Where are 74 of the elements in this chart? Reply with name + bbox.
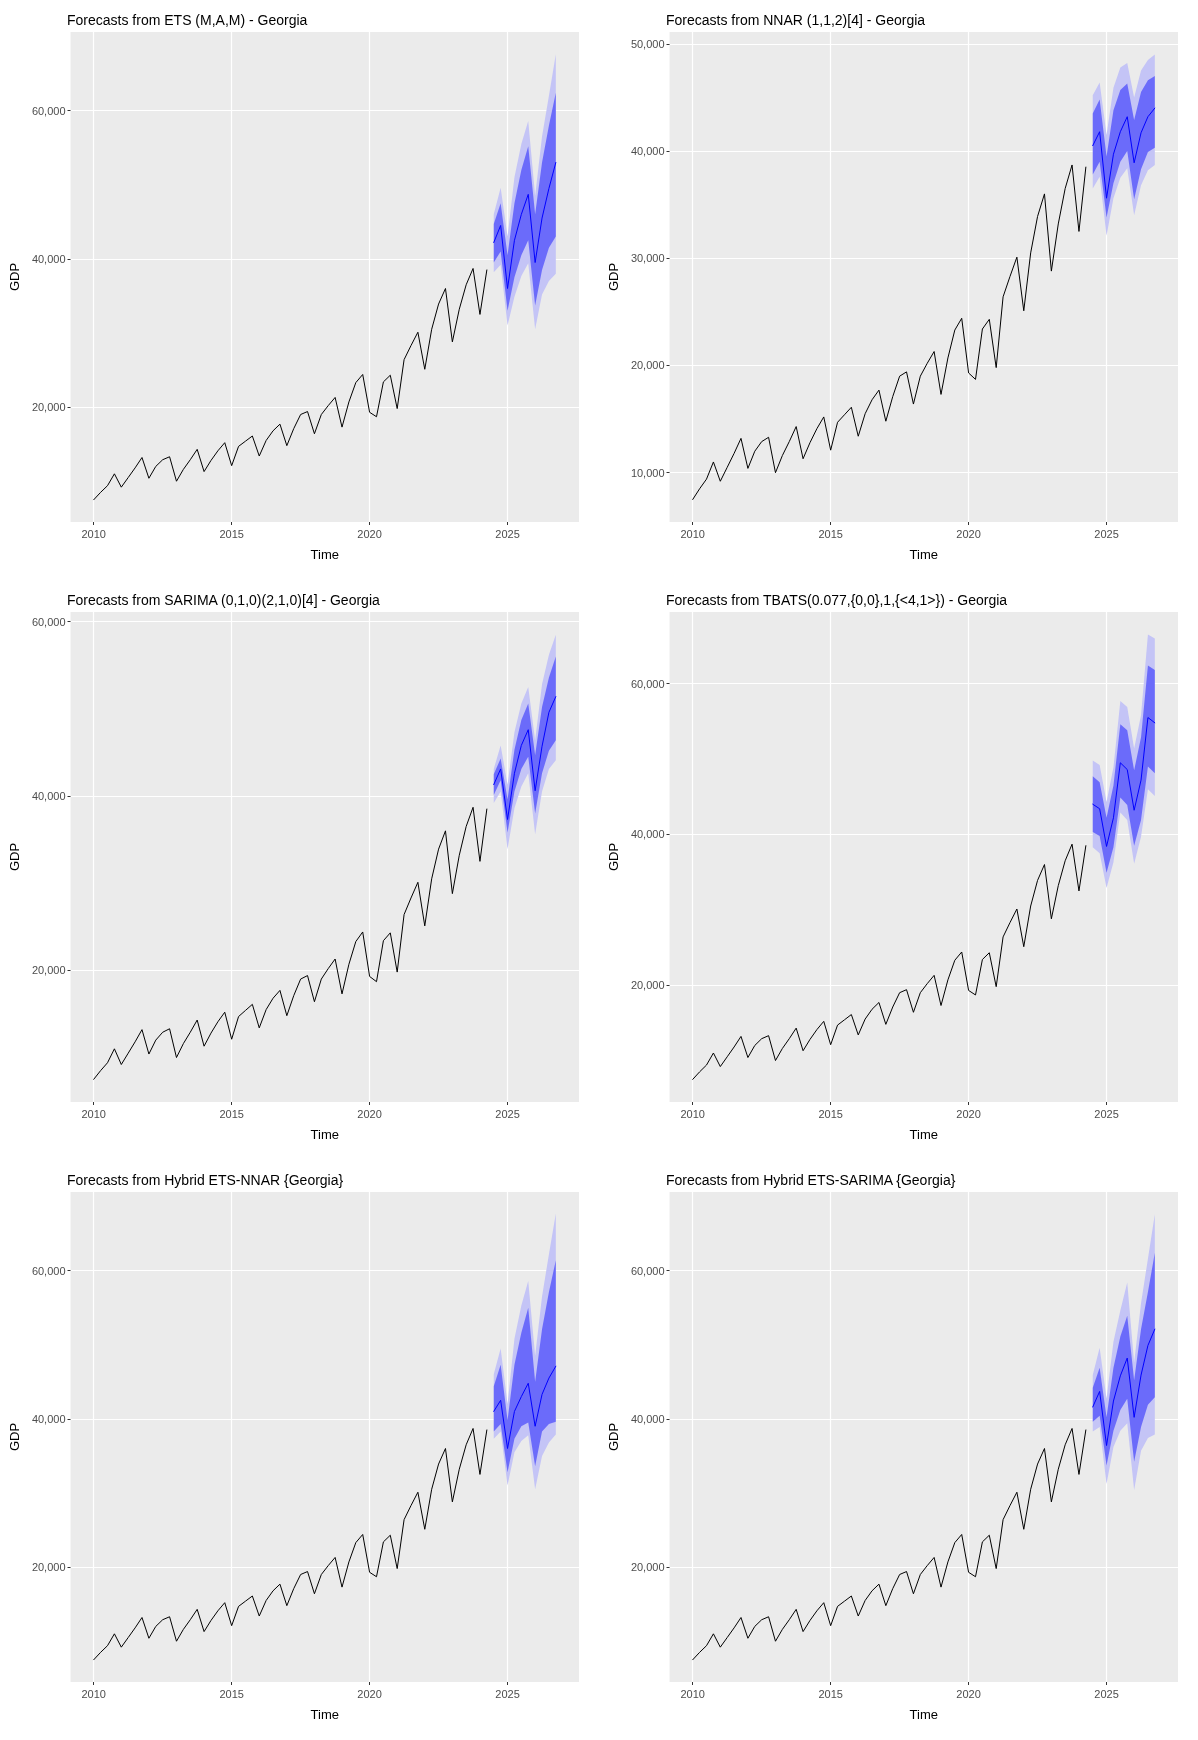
- y-tick-label: 40,000: [31, 789, 66, 802]
- line-series: [692, 1427, 1087, 1661]
- x-tick-label: 2015: [818, 527, 843, 540]
- line-series: [93, 806, 488, 1080]
- x-tick-label: 2025: [1094, 1107, 1119, 1120]
- y-tick-label: 20,000: [31, 401, 66, 414]
- x-tick-label: 2020: [357, 527, 382, 540]
- y-axis-title: GDP: [7, 262, 22, 292]
- y-tick-label: 40,000: [630, 1412, 665, 1425]
- x-tick-label: 2015: [219, 1687, 244, 1700]
- x-tick-label: 2010: [680, 527, 705, 540]
- y-axis-title: GDP: [606, 1422, 621, 1452]
- x-tick-label: 2010: [81, 527, 106, 540]
- x-tick-label: 2010: [81, 1687, 106, 1700]
- line-series: [493, 696, 557, 821]
- x-tick-label: 2010: [680, 1107, 705, 1120]
- y-tick-label: 30,000: [630, 252, 665, 265]
- x-tick-label: 2020: [956, 527, 981, 540]
- x-tick-label: 2015: [818, 1107, 843, 1120]
- line-series: [1092, 717, 1156, 847]
- line-series: [692, 164, 1087, 500]
- x-tick-label: 2015: [219, 527, 244, 540]
- line-series: [93, 1427, 488, 1661]
- x-tick-label: 2020: [357, 1687, 382, 1700]
- y-tick-label: 20,000: [31, 964, 66, 977]
- x-axis-title: Time: [909, 1707, 938, 1722]
- x-tick-label: 2025: [1094, 1687, 1119, 1700]
- line-series: [493, 1365, 557, 1449]
- y-tick-label: 60,000: [31, 615, 66, 628]
- x-tick-label: 2025: [495, 527, 520, 540]
- y-tick-label: 60,000: [31, 104, 66, 117]
- line-series: [1092, 107, 1156, 199]
- x-axis-title: Time: [909, 1127, 938, 1142]
- x-tick-label: 2020: [357, 1107, 382, 1120]
- y-axis-title: GDP: [606, 842, 621, 872]
- x-axis-title: Time: [909, 547, 938, 562]
- x-tick-label: 2015: [818, 1687, 843, 1700]
- line-series: [1092, 1328, 1156, 1447]
- y-tick-label: 60,000: [31, 1264, 66, 1277]
- y-tick-label: 60,000: [630, 1264, 665, 1277]
- line-series: [692, 843, 1087, 1080]
- y-tick-label: 50,000: [630, 37, 665, 50]
- x-tick-label: 2025: [1094, 527, 1119, 540]
- x-tick-label: 2010: [680, 1687, 705, 1700]
- y-tick-label: 20,000: [630, 359, 665, 372]
- y-tick-label: 40,000: [630, 145, 665, 158]
- x-tick-label: 2025: [495, 1687, 520, 1700]
- line-series: [493, 161, 557, 289]
- y-tick-label: 20,000: [630, 1561, 665, 1574]
- x-axis-title: Time: [310, 1707, 339, 1722]
- y-axis-title: GDP: [7, 1422, 22, 1452]
- x-tick-label: 2025: [495, 1107, 520, 1120]
- x-axis-title: Time: [310, 547, 339, 562]
- y-tick-label: 20,000: [630, 979, 665, 992]
- chart-title: Forecasts from ETS (M,A,M) - Georgia: [67, 12, 308, 28]
- y-tick-label: 40,000: [31, 1412, 66, 1425]
- x-tick-label: 2010: [81, 1107, 106, 1120]
- y-axis-title: GDP: [606, 262, 621, 292]
- chart-title: Forecasts from TBATS(0.077,{0,0},1,{<4,1>}) - Georgia: [666, 592, 1008, 608]
- x-axis-title: Time: [310, 1127, 339, 1142]
- y-tick-label: 10,000: [630, 466, 665, 479]
- y-tick-label: 20,000: [31, 1561, 66, 1574]
- chart-title: Forecasts from Hybrid ETS-SARIMA {Georgia}: [666, 1172, 956, 1188]
- y-tick-label: 40,000: [630, 828, 665, 841]
- x-tick-label: 2020: [956, 1107, 981, 1120]
- chart-title: Forecasts from Hybrid ETS-NNAR {Georgia}: [67, 1172, 344, 1188]
- y-tick-label: 60,000: [630, 677, 665, 690]
- y-axis-title: GDP: [7, 842, 22, 872]
- x-tick-label: 2020: [956, 1687, 981, 1700]
- chart-title: Forecasts from SARIMA (0,1,0)(2,1,0)[4] - Georgia: [67, 592, 380, 608]
- chart-title: Forecasts from NNAR (1,1,2)[4] - Georgia: [666, 12, 926, 28]
- x-tick-label: 2015: [219, 1107, 244, 1120]
- y-tick-label: 40,000: [31, 252, 66, 265]
- line-series: [93, 267, 488, 501]
